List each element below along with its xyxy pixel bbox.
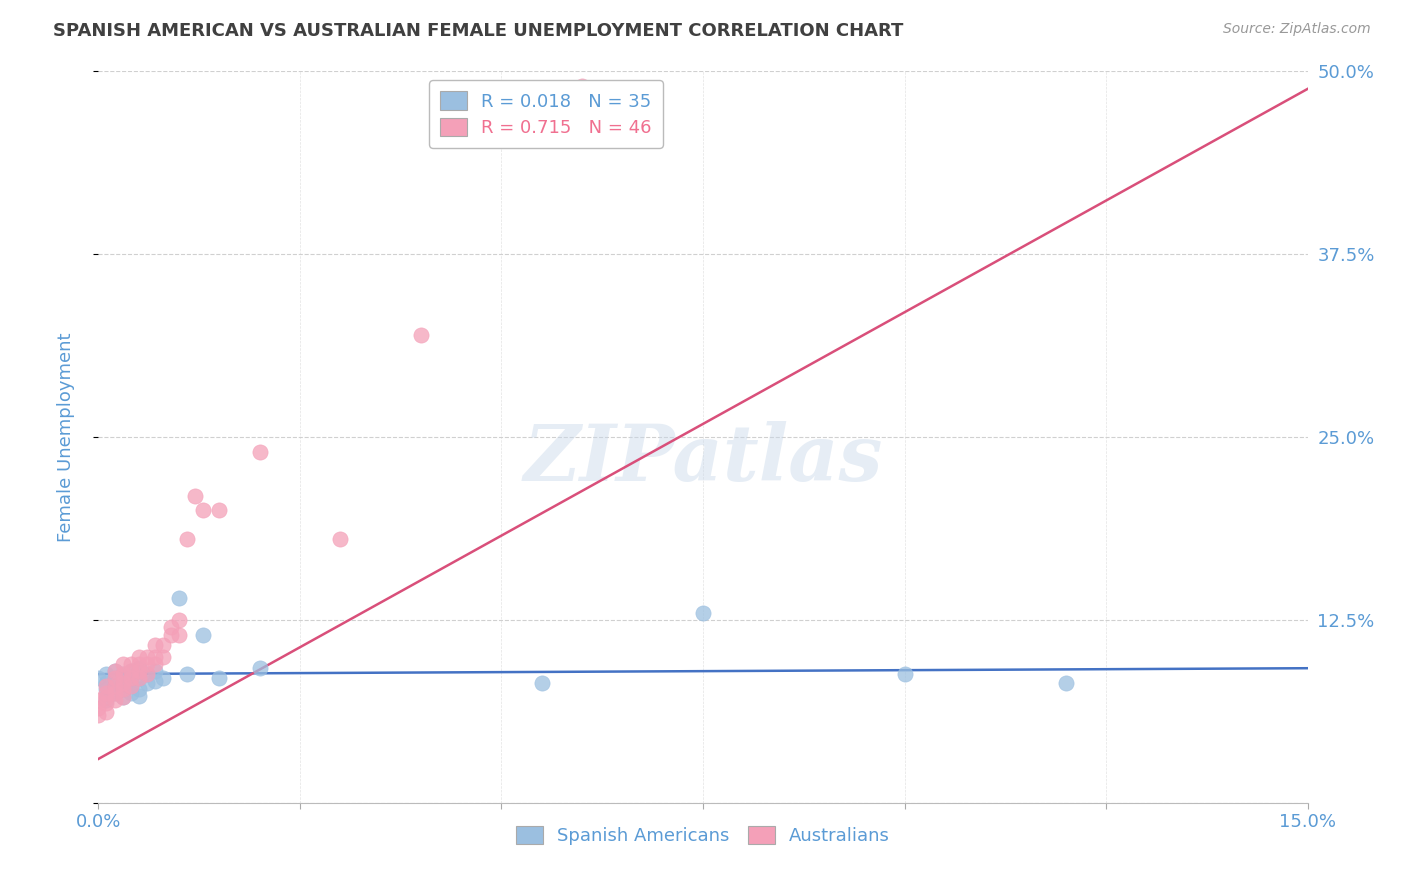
Point — [152, 649, 174, 664]
Point — [96, 676, 118, 690]
Point — [120, 664, 142, 678]
Point — [120, 679, 142, 693]
Point — [184, 489, 207, 503]
Point — [103, 693, 125, 707]
Point — [87, 708, 110, 723]
Point — [96, 686, 118, 700]
Point — [96, 681, 118, 696]
Point — [120, 672, 142, 686]
Point — [143, 657, 166, 671]
Point — [87, 672, 110, 686]
Point — [128, 681, 150, 696]
Point — [530, 676, 553, 690]
Point — [96, 705, 118, 719]
Point — [329, 533, 352, 547]
Text: Source: ZipAtlas.com: Source: ZipAtlas.com — [1223, 22, 1371, 37]
Point — [128, 664, 150, 678]
Point — [167, 591, 190, 605]
Point — [103, 672, 125, 686]
Point — [103, 686, 125, 700]
Point — [120, 664, 142, 678]
Point — [111, 676, 134, 690]
Point — [128, 661, 150, 675]
Point — [120, 679, 142, 693]
Point — [87, 693, 110, 707]
Point — [120, 657, 142, 671]
Text: ZIPatlas: ZIPatlas — [523, 421, 883, 497]
Point — [103, 664, 125, 678]
Point — [135, 667, 157, 681]
Point — [409, 327, 432, 342]
Point — [111, 681, 134, 696]
Point — [135, 657, 157, 671]
Point — [96, 667, 118, 681]
Point — [249, 661, 271, 675]
Point — [208, 672, 231, 686]
Text: SPANISH AMERICAN VS AUSTRALIAN FEMALE UNEMPLOYMENT CORRELATION CHART: SPANISH AMERICAN VS AUSTRALIAN FEMALE UN… — [53, 22, 904, 40]
Point — [160, 620, 183, 634]
Point — [1054, 676, 1077, 690]
Point — [176, 533, 198, 547]
Point — [249, 444, 271, 458]
Point — [103, 679, 125, 693]
Point — [176, 667, 198, 681]
Point — [103, 672, 125, 686]
Point — [103, 664, 125, 678]
Point — [120, 672, 142, 686]
Point — [111, 681, 134, 696]
Point — [87, 700, 110, 714]
Point — [135, 676, 157, 690]
Point — [143, 674, 166, 689]
Point — [135, 649, 157, 664]
Point — [111, 690, 134, 705]
Y-axis label: Female Unemployment: Female Unemployment — [56, 333, 75, 541]
Point — [111, 690, 134, 705]
Point — [128, 672, 150, 686]
Point — [120, 686, 142, 700]
Point — [111, 657, 134, 671]
Point — [143, 638, 166, 652]
Point — [143, 664, 166, 678]
Point — [96, 679, 118, 693]
Point — [111, 667, 134, 681]
Point — [128, 689, 150, 703]
Point — [167, 627, 190, 641]
Point — [128, 649, 150, 664]
Point — [152, 672, 174, 686]
Point — [152, 638, 174, 652]
Point — [193, 503, 215, 517]
Point — [128, 657, 150, 671]
Point — [167, 613, 190, 627]
Legend: Spanish Americans, Australians: Spanish Americans, Australians — [509, 819, 897, 852]
Point — [893, 667, 915, 681]
Point — [111, 667, 134, 681]
Point — [571, 78, 593, 93]
Point — [128, 672, 150, 686]
Point — [692, 606, 714, 620]
Point — [111, 674, 134, 689]
Point — [193, 627, 215, 641]
Point — [135, 667, 157, 681]
Point — [143, 649, 166, 664]
Point — [208, 503, 231, 517]
Point — [103, 686, 125, 700]
Point — [96, 696, 118, 710]
Point — [96, 693, 118, 707]
Point — [103, 679, 125, 693]
Point — [96, 690, 118, 705]
Point — [160, 627, 183, 641]
